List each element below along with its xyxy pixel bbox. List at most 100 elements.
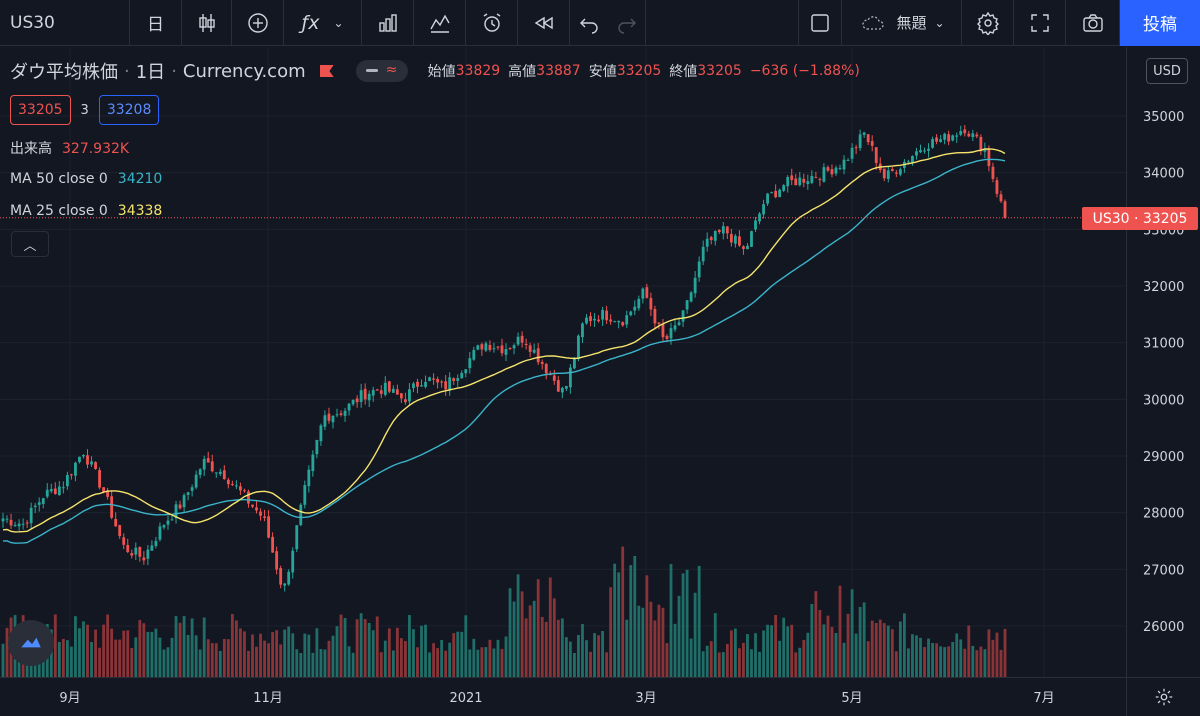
time-axis[interactable]: 9月 11月 2021 3月 5月 7月	[0, 677, 1126, 716]
volume-bar	[947, 646, 951, 677]
volume-bar	[657, 604, 661, 677]
candle-body	[987, 149, 991, 167]
candle-body	[335, 414, 339, 416]
candle-body	[78, 456, 81, 463]
candle-body	[842, 159, 846, 170]
volume-bar	[758, 651, 761, 677]
volume-bar	[774, 615, 778, 677]
ma25-indicator[interactable]: MA 25 close 0 34338	[10, 203, 162, 219]
candle-body	[657, 322, 661, 324]
tradingview-logo-icon[interactable]	[8, 620, 54, 666]
volume-bar	[420, 625, 423, 677]
candle-body	[931, 139, 934, 148]
chart-pane[interactable]	[0, 47, 1126, 677]
visibility-toggle[interactable]: ≈	[355, 60, 408, 82]
volume-indicator[interactable]: 出来高 327.932K	[10, 138, 129, 158]
volume-bar	[222, 638, 226, 677]
volume-bar	[931, 642, 934, 677]
time-tick-label: 9月	[59, 691, 80, 706]
volume-bar	[5, 627, 9, 677]
candle-body	[814, 177, 818, 179]
spread-value: 3	[80, 102, 89, 118]
candle-body	[387, 381, 391, 392]
volume-bar	[532, 600, 536, 677]
volume-bar	[98, 647, 101, 677]
candle-body	[170, 519, 174, 521]
candle-body	[138, 547, 142, 557]
financials-icon[interactable]	[362, 0, 414, 46]
candle-body	[1003, 201, 1007, 218]
candle-body	[516, 336, 520, 345]
price-axis[interactable]: 26000 27000 28000 29000 30000 31000 32000 33000…	[1126, 47, 1200, 677]
candle-body	[552, 375, 556, 381]
volume-bar	[605, 652, 609, 677]
buy-button[interactable]: 33208	[98, 95, 160, 125]
candle-body	[226, 479, 230, 485]
candle-body	[709, 237, 713, 240]
symbol-title[interactable]: ダウ平均株価	[10, 62, 118, 83]
volume-bar	[806, 632, 810, 677]
flag-icon[interactable]	[319, 65, 334, 77]
fullscreen-layout-icon[interactable]	[798, 0, 842, 46]
indicators-button[interactable]: ƒx ⌄	[284, 0, 362, 46]
volume-bar	[412, 629, 415, 677]
volume-bar	[307, 634, 311, 677]
candle-body	[822, 167, 826, 182]
candle-body	[102, 487, 106, 492]
candle-body	[70, 474, 73, 476]
volume-bar	[677, 595, 681, 677]
currency-badge[interactable]: USD	[1146, 58, 1188, 84]
volume-bar	[74, 616, 77, 677]
ma25-label: MA 25 close 0	[10, 203, 108, 219]
symbol-label: US30	[10, 12, 55, 33]
symbol-search[interactable]: US30	[0, 0, 130, 46]
volume-bar	[548, 577, 552, 677]
collapse-legend-button[interactable]: ︿	[11, 231, 49, 257]
current-price-text: US30 · 33205	[1092, 210, 1188, 227]
settings-gear-icon[interactable]	[962, 0, 1014, 46]
post-button[interactable]: 投稿	[1120, 0, 1200, 46]
undo-icon[interactable]	[570, 0, 608, 46]
candle-body	[919, 150, 922, 153]
layout-name: 無題	[896, 14, 927, 32]
candle-body	[927, 148, 930, 151]
fullscreen-icon[interactable]	[1014, 0, 1066, 46]
candle-body	[118, 525, 122, 537]
candle-body	[263, 516, 266, 518]
axis-settings-icon[interactable]	[1126, 677, 1200, 716]
candle-body	[955, 135, 959, 137]
volume-bar	[540, 616, 544, 677]
candle-body	[665, 335, 669, 339]
volume-bar	[275, 630, 279, 677]
candle-body	[154, 540, 158, 547]
candle-body	[408, 389, 411, 402]
layout-name-button[interactable]: 無題 ⌄	[842, 0, 962, 46]
camera-icon[interactable]	[1066, 0, 1120, 46]
add-indicator-icon[interactable]	[232, 0, 284, 46]
candle-body	[492, 348, 496, 350]
replay-icon[interactable]	[518, 0, 570, 46]
alarm-icon[interactable]	[466, 0, 518, 46]
sell-button[interactable]: 33205	[10, 95, 71, 125]
candle-body	[142, 557, 146, 561]
volume-bar	[665, 643, 669, 677]
compare-icon[interactable]	[414, 0, 466, 46]
ma50-indicator[interactable]: MA 50 close 0 34210	[10, 171, 162, 187]
interval-button[interactable]: 日	[130, 0, 182, 46]
redo-icon[interactable]	[608, 0, 646, 46]
volume-bar	[597, 635, 600, 677]
candle-body	[504, 348, 508, 355]
volume-bar	[830, 626, 834, 677]
volume-bar	[303, 633, 307, 677]
volume-bar	[226, 639, 230, 677]
volume-bar	[142, 623, 146, 677]
candle-body	[746, 245, 749, 250]
price-tick-label: 26000	[1143, 620, 1184, 635]
time-tick-label: 7月	[1033, 691, 1054, 706]
candle-body	[13, 524, 17, 527]
candle-body	[230, 484, 234, 486]
candles-icon[interactable]	[182, 0, 232, 46]
interval-label: 日	[147, 15, 164, 35]
volume-bar	[556, 619, 560, 677]
volume-bar	[709, 641, 713, 677]
